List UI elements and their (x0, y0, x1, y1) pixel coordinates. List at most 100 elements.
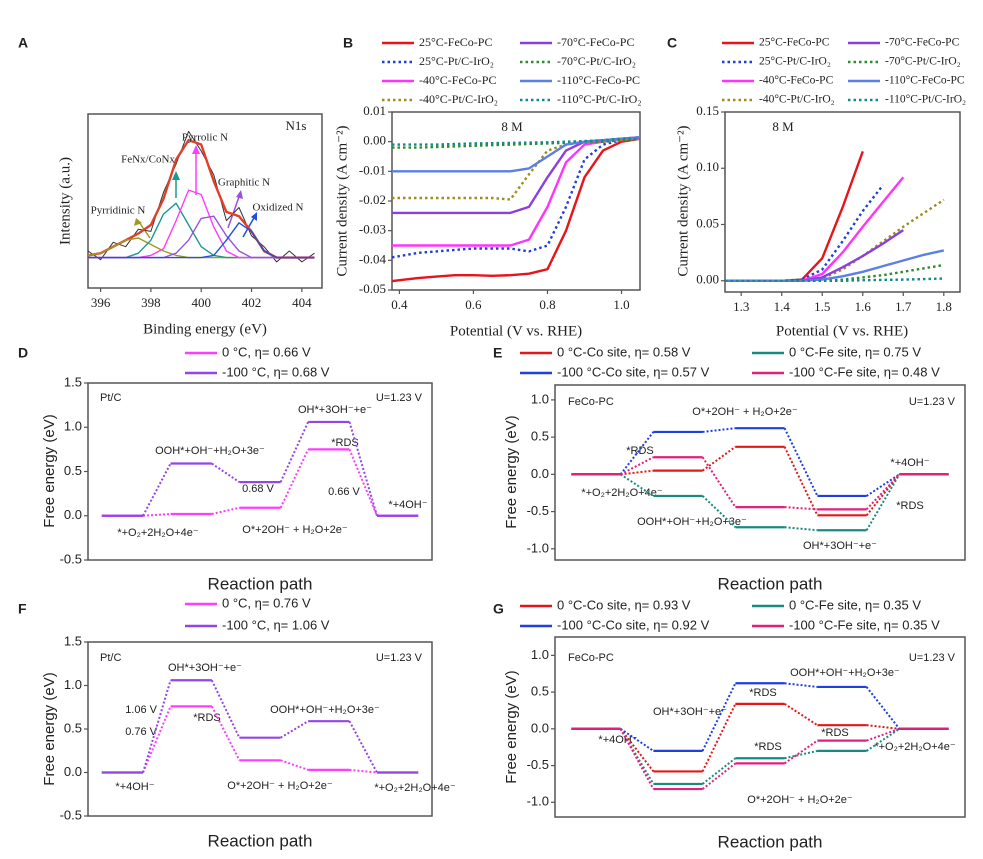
connector (865, 473, 901, 516)
annotation: *RDS (896, 500, 924, 512)
panel: C 0.00 0.05 0.10 0.15 1.3 1.4 1.5 1.6 1.7 1.8 Poten… (667, 35, 966, 340)
y-tick-label: 1.0 (531, 391, 549, 406)
connector (280, 720, 309, 739)
annotation: OOH*+OH⁻+H₂O+3e⁻ (637, 516, 747, 528)
plot-frame (554, 636, 966, 818)
legend-label: -100 °C-Fe site, η= 0.48 V (789, 364, 940, 379)
y-tick-label: 0.00 (696, 272, 719, 287)
annotation: *+4OH⁻ (890, 457, 929, 469)
y-tick-label: -0.05 (359, 281, 386, 296)
y-tick-label: -1.0 (527, 540, 549, 555)
y-tick-label: 0.5 (64, 463, 82, 478)
connector (348, 421, 378, 517)
annotation: OOH*+OH⁻+H₂O+3e⁻ (270, 704, 380, 716)
annotation: Pt/C (100, 392, 121, 404)
connector (701, 762, 737, 790)
peak-label: Oxidized N (252, 202, 303, 214)
y-tick-label: -0.03 (359, 222, 386, 237)
connector (279, 448, 310, 509)
y-axis-label: Free energy (eV) (503, 670, 520, 783)
y-tick-label: -0.5 (527, 503, 549, 518)
legend-label: -100 °C, η= 1.06 V (222, 617, 330, 632)
y-axis-label: Current density (A cm⁻²) (334, 125, 350, 276)
connector (866, 724, 900, 730)
y-tick-label: 1.0 (531, 647, 549, 662)
arrow-head (192, 145, 200, 154)
annotation: FeCo-PC (568, 652, 614, 664)
connector (620, 473, 654, 497)
y-tick-label: 0.5 (64, 720, 82, 735)
x-tick-label: 1.4 (774, 299, 791, 314)
x-tick-label: 1.0 (613, 297, 629, 312)
legend-label: 0 °C-Co site, η= 0.93 V (557, 597, 691, 612)
y-tick-label: 0.00 (363, 133, 386, 148)
x-tick-label: 1.7 (895, 299, 912, 314)
legend-label: 25°C-Pt/C-IrO₂ (419, 54, 494, 68)
connector (279, 421, 310, 483)
y-axis-label: Free energy (eV) (41, 414, 58, 527)
legend-label: 25°C-Pt/C-IrO₂ (759, 56, 831, 68)
legend-label: 0 °C, η= 0.76 V (222, 595, 311, 610)
annotation: O*+2OH⁻ + H₂O+2e⁻ (747, 794, 853, 806)
legend-label: 0 °C, η= 0.66 V (222, 344, 311, 359)
x-tick-label: 398 (141, 295, 161, 310)
arrow-head (236, 190, 243, 199)
panel-letter: G (493, 601, 504, 617)
x-tick-label: 0.8 (539, 297, 555, 312)
x-tick-label: 1.6 (855, 299, 872, 314)
connector (783, 427, 819, 497)
data-line (391, 137, 641, 283)
annotation: 8 M (772, 119, 794, 134)
arrow-head (134, 218, 142, 226)
connector (866, 473, 900, 497)
y-tick-label: 0.15 (696, 103, 719, 118)
annotation: OH*+3OH⁻+e⁻ (653, 706, 727, 718)
annotation: 0.76 V (125, 726, 157, 738)
y-tick-label: -0.5 (60, 807, 82, 822)
annotation: *+O₂+2H₂O+4e⁻ (581, 487, 663, 499)
y-tick-label: 1.0 (64, 419, 82, 434)
panel: B -0.05 -0.04 -0.03 -0.02 -0.01 0.00 0.01 0.4 0.6… (334, 35, 641, 340)
connector (783, 446, 819, 516)
annotation: *RDS (331, 437, 359, 449)
legend-label: -100 °C-Fe site, η= 0.35 V (789, 617, 940, 632)
legend-label: 0 °C-Co site, η= 0.58 V (557, 344, 691, 359)
annotation: 1.06 V (125, 704, 157, 716)
y-axis-label: Free energy (eV) (503, 415, 520, 528)
panel-letter: D (18, 345, 28, 361)
connector (866, 728, 900, 752)
legend-label: -40°C-Pt/C-IrO₂ (419, 92, 498, 106)
legend-label: -110°C-Pt/C-IrO₂ (557, 92, 642, 106)
connector (784, 682, 818, 688)
connector (784, 739, 818, 765)
connector (348, 720, 378, 773)
connector (865, 686, 901, 730)
annotation: OOH*+OH⁻+H₂O+3e⁻ (790, 667, 900, 679)
annotation: U=1.23 V (909, 652, 956, 664)
connector (701, 757, 737, 785)
annotation: *+O₂+2H₂O+4e⁻ (374, 782, 456, 794)
legend-label: 25°C-FeCo-PC (419, 35, 492, 49)
plot-frame (724, 111, 961, 293)
annotation: U=1.23 V (909, 396, 956, 408)
legend-label: -100 °C-Co site, η= 0.92 V (557, 617, 710, 632)
annotation: *RDS (754, 741, 782, 753)
panel-letter: B (343, 35, 353, 51)
annotation: O*+2OH⁻ + H₂O+2e⁻ (227, 780, 333, 792)
connector (701, 703, 737, 772)
panel: F -0.5 0.0 0.5 1.0 1.5 Reaction path Free energ… (18, 595, 456, 850)
annotation: *+O₂+2H₂O+4e⁻ (117, 527, 199, 539)
y-tick-label: 0.5 (531, 429, 549, 444)
annotation: *RDS (193, 712, 221, 724)
data-line (725, 277, 944, 282)
connector (142, 679, 172, 773)
y-tick-label: -1.0 (527, 794, 549, 809)
connector (784, 526, 818, 532)
connector (142, 512, 171, 517)
y-tick-label: 1.0 (64, 677, 82, 692)
annotation: *RDS (626, 445, 654, 457)
y-tick-label: -0.01 (359, 162, 386, 177)
x-axis-label: Potential (V vs. RHE) (450, 323, 582, 339)
panel-letter: C (667, 35, 677, 51)
